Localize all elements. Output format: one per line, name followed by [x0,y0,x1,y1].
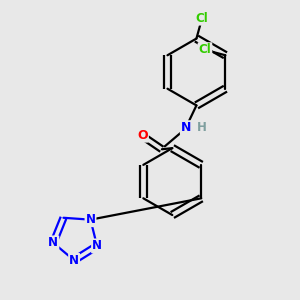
Text: O: O [137,129,148,142]
Text: N: N [92,239,102,252]
Text: N: N [181,121,191,134]
Text: N: N [85,213,95,226]
Text: N: N [48,236,58,249]
Text: Cl: Cl [199,43,211,56]
Text: Cl: Cl [196,12,208,25]
Text: N: N [69,254,79,267]
Text: H: H [197,121,207,134]
